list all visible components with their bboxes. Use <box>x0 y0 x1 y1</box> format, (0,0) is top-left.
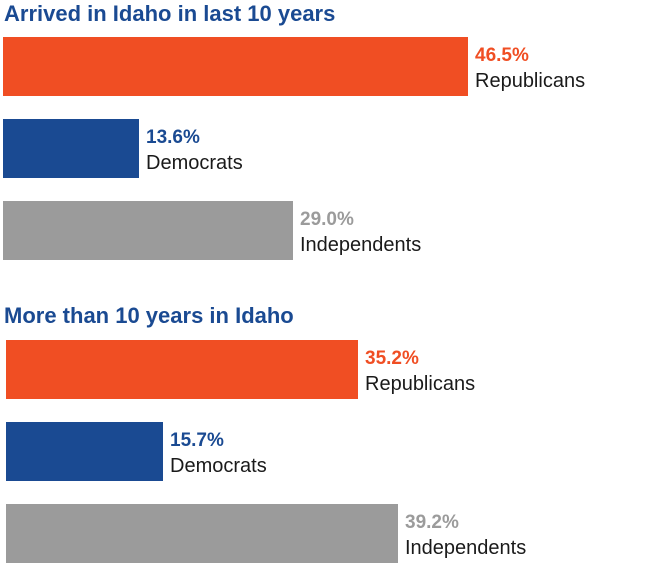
category-label: Republicans <box>475 70 586 92</box>
bar-republicans-2 <box>6 340 358 399</box>
bar-democrats-1 <box>3 119 139 178</box>
bar-independents-2 <box>6 504 398 563</box>
value-label: 46.5% <box>475 45 529 66</box>
bar-label-democrats-1: 13.6% Democrats <box>146 128 243 173</box>
bar-democrats-2 <box>6 422 163 481</box>
bar-label-democrats-2: 15.7% Democrats <box>170 431 267 476</box>
bar-republicans-1 <box>3 37 468 96</box>
bar-independents-1 <box>3 201 293 260</box>
panel-title-1: Arrived in Idaho in last 10 years <box>4 1 336 26</box>
category-label: Democrats <box>146 152 243 174</box>
category-label: Independents <box>300 234 422 256</box>
panel-title-2: More than 10 years in Idaho <box>4 303 294 328</box>
bar-label-independents-1: 29.0% Independents <box>300 210 421 255</box>
bar-label-republicans-1: 46.5% Republicans <box>475 46 585 91</box>
value-label: 35.2% <box>365 348 419 369</box>
category-label: Democrats <box>170 455 267 477</box>
bar-label-independents-2: 39.2% Independents <box>405 513 526 558</box>
value-label: 15.7% <box>170 430 224 451</box>
bar-label-republicans-2: 35.2% Republicans <box>365 349 475 394</box>
value-label: 39.2% <box>405 512 459 533</box>
value-label: 29.0% <box>300 209 354 230</box>
category-label: Republicans <box>365 373 476 395</box>
value-label: 13.6% <box>146 127 200 148</box>
category-label: Independents <box>405 537 527 559</box>
